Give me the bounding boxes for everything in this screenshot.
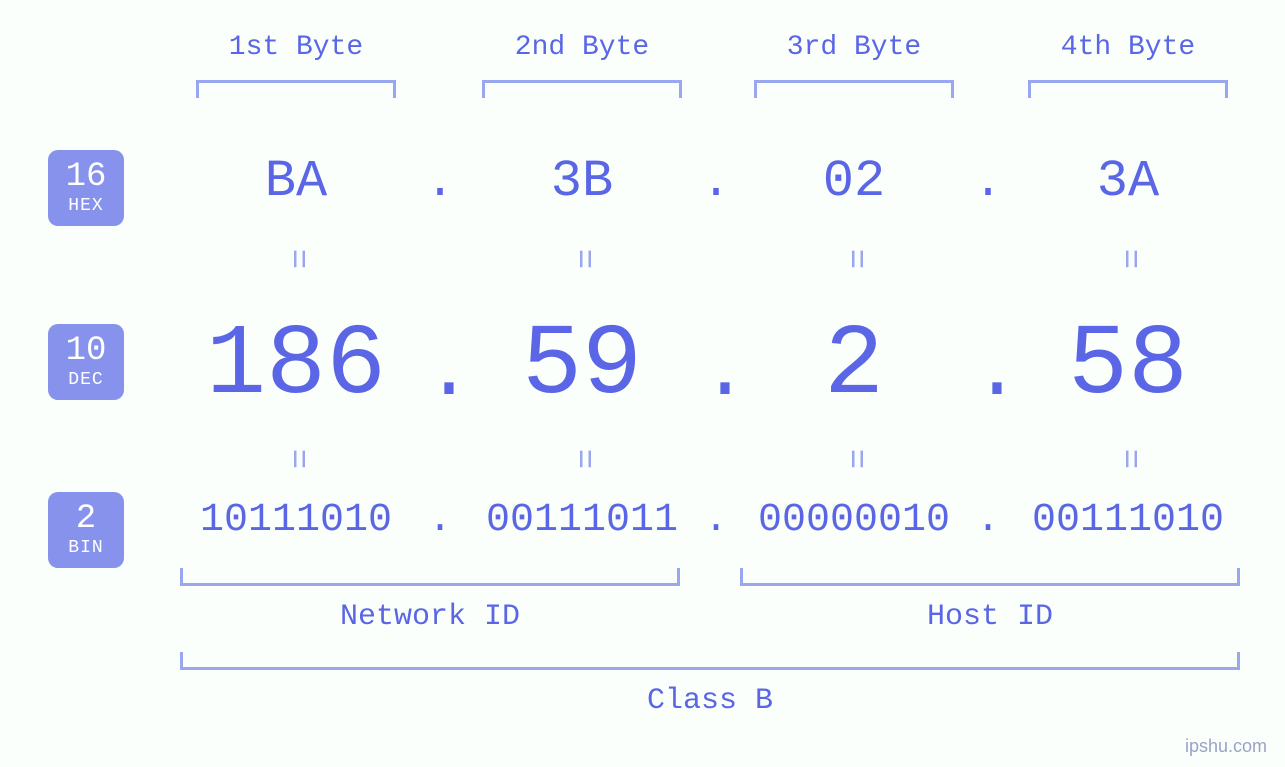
network-id-bracket bbox=[180, 568, 680, 586]
base-badge-dec: 10 DEC bbox=[48, 324, 124, 400]
eq-hex-dec-2: = bbox=[563, 244, 601, 274]
byte-label-2: 2nd Byte bbox=[482, 32, 682, 63]
byte-bracket-3 bbox=[754, 80, 954, 98]
bin-byte-4: 00111010 bbox=[1008, 498, 1248, 543]
bin-byte-1: 10111010 bbox=[176, 498, 416, 543]
eq-hex-dec-4: = bbox=[1109, 244, 1147, 274]
hex-dot-3: . bbox=[973, 156, 1003, 210]
badge-num-hex: 16 bbox=[48, 159, 124, 196]
eq-hex-dec-3: = bbox=[835, 244, 873, 274]
badge-num-dec: 10 bbox=[48, 333, 124, 370]
byte-label-4: 4th Byte bbox=[1028, 32, 1228, 63]
byte-label-3: 3rd Byte bbox=[754, 32, 954, 63]
hex-byte-2: 3B bbox=[482, 152, 682, 211]
network-id-label: Network ID bbox=[180, 600, 680, 634]
dec-byte-1: 186 bbox=[196, 310, 396, 423]
hex-byte-3: 02 bbox=[754, 152, 954, 211]
bin-byte-2: 00111011 bbox=[462, 498, 702, 543]
class-label: Class B bbox=[180, 684, 1240, 718]
badge-lab-dec: DEC bbox=[48, 371, 124, 391]
bin-dot-2: . bbox=[701, 498, 731, 543]
byte-bracket-1 bbox=[196, 80, 396, 98]
base-badge-bin: 2 BIN bbox=[48, 492, 124, 568]
hex-dot-1: . bbox=[425, 156, 455, 210]
host-id-bracket bbox=[740, 568, 1240, 586]
eq-dec-bin-4: = bbox=[1109, 444, 1147, 474]
eq-dec-bin-2: = bbox=[563, 444, 601, 474]
watermark: ipshu.com bbox=[1185, 736, 1267, 757]
dec-byte-4: 58 bbox=[1028, 310, 1228, 423]
badge-lab-hex: HEX bbox=[48, 197, 124, 217]
hex-dot-2: . bbox=[701, 156, 731, 210]
eq-dec-bin-1: = bbox=[277, 444, 315, 474]
dec-dot-3: . bbox=[973, 328, 1003, 419]
host-id-label: Host ID bbox=[740, 600, 1240, 634]
dec-byte-2: 59 bbox=[482, 310, 682, 423]
byte-label-1: 1st Byte bbox=[196, 32, 396, 63]
class-bracket bbox=[180, 652, 1240, 670]
bin-dot-1: . bbox=[425, 498, 455, 543]
badge-lab-bin: BIN bbox=[48, 539, 124, 559]
byte-bracket-4 bbox=[1028, 80, 1228, 98]
dec-byte-3: 2 bbox=[754, 310, 954, 423]
bin-dot-3: . bbox=[973, 498, 1003, 543]
eq-hex-dec-1: = bbox=[277, 244, 315, 274]
badge-num-bin: 2 bbox=[48, 501, 124, 538]
base-badge-hex: 16 HEX bbox=[48, 150, 124, 226]
byte-bracket-2 bbox=[482, 80, 682, 98]
dec-dot-1: . bbox=[425, 328, 455, 419]
hex-byte-1: BA bbox=[196, 152, 396, 211]
dec-dot-2: . bbox=[701, 328, 731, 419]
eq-dec-bin-3: = bbox=[835, 444, 873, 474]
hex-byte-4: 3A bbox=[1028, 152, 1228, 211]
bin-byte-3: 00000010 bbox=[734, 498, 974, 543]
